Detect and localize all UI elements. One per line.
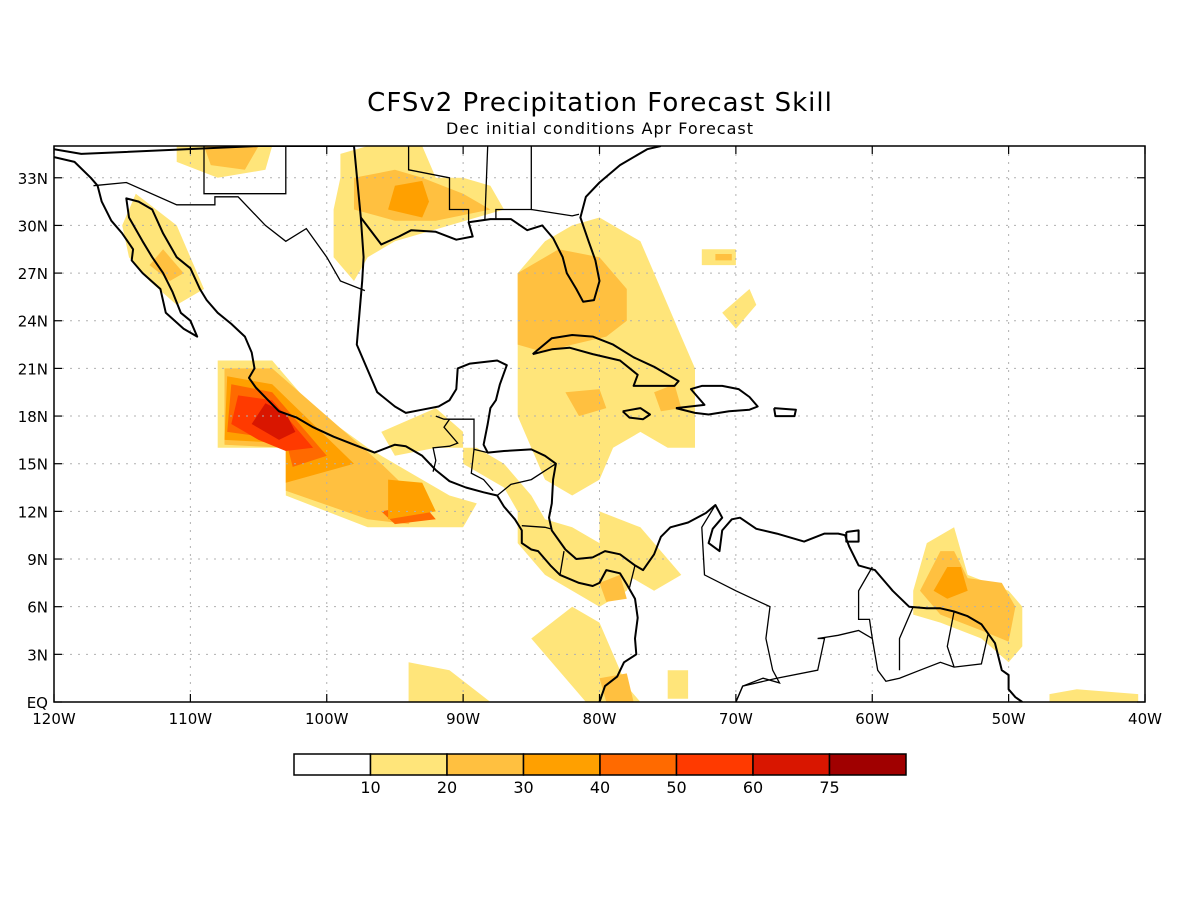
lat-tick-label-33N: 33N bbox=[18, 170, 48, 188]
border-us-state-lines-5 bbox=[531, 208, 580, 217]
skill-region-central-america-level-2 bbox=[599, 574, 627, 602]
island-trinidad bbox=[845, 529, 860, 543]
lon-tick-label-60W: 60W bbox=[855, 710, 889, 728]
colorbar-swatch-2 bbox=[446, 753, 525, 776]
colorbar-label-50: 50 bbox=[666, 778, 686, 797]
chart-title: CFSv2 Precipitation Forecast Skill bbox=[367, 88, 833, 118]
lon-tick-label-80W: 80W bbox=[583, 710, 617, 728]
lat-tick-label-21N: 21N bbox=[18, 360, 48, 378]
skill-region-central-america-level-1 bbox=[599, 511, 682, 591]
border-guatemala-belize bbox=[435, 415, 488, 454]
island-cuba bbox=[532, 334, 680, 387]
skill-region-guiana-coast bbox=[913, 527, 1023, 663]
border-layer bbox=[93, 146, 989, 702]
skill-region-central-america bbox=[381, 408, 682, 607]
lon-tick-label-50W: 50W bbox=[992, 710, 1026, 728]
skill-region-colombia-pacific-level-1 bbox=[599, 673, 634, 702]
colorbar: 10 20 30 40 50 60 75 bbox=[293, 753, 907, 797]
skill-region-pacific-south-level-0 bbox=[408, 662, 491, 702]
lon-tick-label-40W: 40W bbox=[1128, 710, 1162, 728]
coastline-gulf-coast-north bbox=[54, 146, 1023, 702]
chart-subtitle: Dec initial conditions Apr Forecast bbox=[446, 119, 754, 138]
lat-tick-label-27N: 27N bbox=[18, 265, 48, 283]
lat-tick-label-18N: 18N bbox=[18, 408, 48, 426]
skill-region-gulf-coast-us-level-2 bbox=[388, 180, 429, 218]
border-venezuela-brazil bbox=[817, 629, 873, 640]
island-puerto-rico bbox=[773, 407, 797, 418]
border-us-state-lines bbox=[203, 146, 287, 195]
colorbar-swatch-4 bbox=[599, 753, 678, 776]
border-costa-rica-panama bbox=[559, 550, 565, 576]
border-guyana-suriname bbox=[898, 606, 914, 671]
colorbar-swatch-5 bbox=[675, 753, 754, 776]
border-suriname-guiana bbox=[946, 611, 955, 668]
colorbar-swatch-1 bbox=[369, 753, 448, 776]
colorbar-swatch-7 bbox=[828, 753, 907, 776]
lon-tick-label-90W: 90W bbox=[446, 710, 480, 728]
skill-region-us-southwest-level-1 bbox=[204, 146, 259, 170]
colorbar-label-30: 30 bbox=[513, 778, 533, 797]
lat-tick-label-30N: 30N bbox=[18, 217, 48, 235]
lon-tick-label-100W: 100W bbox=[305, 710, 349, 728]
colorbar-label-60: 60 bbox=[743, 778, 763, 797]
lat-tick-label-24N: 24N bbox=[18, 313, 48, 331]
skill-region-pacific-south bbox=[408, 662, 689, 702]
skill-region-pacific-south-level-1 bbox=[667, 670, 689, 699]
border-us-state-lines-3 bbox=[484, 146, 489, 220]
axis-ticks: 120W 110W 100W 90W 80W 70W 60W 50W 40W EQ 3N 6N 9N 12… bbox=[18, 146, 1162, 728]
gridlines bbox=[54, 146, 1145, 702]
lat-tick-label-12N: 12N bbox=[18, 503, 48, 521]
skill-region-florida-bahamas-level-3 bbox=[654, 384, 682, 412]
border-panama-colombia bbox=[628, 565, 636, 588]
colorbar-swatch-6 bbox=[752, 753, 831, 776]
island-hispaniola bbox=[675, 384, 759, 416]
lat-tick-label-15N: 15N bbox=[18, 456, 48, 474]
lat-tick-label-6N: 6N bbox=[27, 599, 48, 617]
border-us-mexico-border bbox=[93, 181, 366, 292]
skill-region-baja-california-level-0 bbox=[122, 193, 204, 305]
lat-tick-label-EQ: EQ bbox=[27, 694, 48, 712]
border-honduras-nicaragua bbox=[496, 463, 557, 497]
skill-region-bahamas-east-level-0 bbox=[722, 289, 757, 329]
colorbar-label-40: 40 bbox=[590, 778, 610, 797]
border-brazil-colombia bbox=[735, 637, 826, 702]
coastline-gulf-coast-us-florida bbox=[360, 146, 662, 303]
lat-tick-label-3N: 3N bbox=[27, 646, 48, 664]
lon-tick-label-110W: 110W bbox=[169, 710, 213, 728]
skill-region-bahamas-east bbox=[701, 249, 757, 329]
skill-region-gulf-coast-us bbox=[333, 146, 504, 281]
island-jamaica bbox=[622, 407, 651, 421]
lat-tick-label-9N: 9N bbox=[27, 551, 48, 569]
colorbar-swatch-0 bbox=[293, 753, 372, 776]
skill-region-colombia-pacific bbox=[531, 606, 641, 702]
map-area bbox=[54, 146, 1145, 702]
skill-region-atlantic-equatorial bbox=[1049, 689, 1139, 702]
border-colombia-venezuela bbox=[701, 504, 781, 702]
colorbar-label-75: 75 bbox=[819, 778, 839, 797]
skill-region-guiana-coast-level-2 bbox=[933, 567, 968, 599]
lon-tick-label-70W: 70W bbox=[719, 710, 753, 728]
colorbar-swatch-3 bbox=[522, 753, 601, 776]
skill-region-atlantic-equatorial-level-0 bbox=[1049, 689, 1139, 702]
skill-region-central-america-level-0 bbox=[381, 408, 641, 607]
border-us-state-lines-2 bbox=[407, 146, 470, 223]
skill-region-bahamas-east-level-2 bbox=[715, 254, 732, 261]
colorbar-label-20: 20 bbox=[437, 778, 457, 797]
border-guatemala-mexico bbox=[432, 418, 459, 472]
lon-tick-label-120W: 120W bbox=[32, 710, 76, 728]
coastline-north-america-pacific-coast bbox=[54, 156, 639, 702]
border-nicaragua-costa-rica bbox=[521, 525, 551, 530]
coastline-layer bbox=[54, 146, 1023, 702]
skill-region-mexico-pacific-coast-level-7 bbox=[388, 479, 436, 520]
border-central-american-borders bbox=[470, 449, 494, 492]
border-us-state-lines-4 bbox=[495, 146, 532, 220]
skill-region-us-southwest bbox=[176, 146, 273, 178]
skill-region-florida-bahamas-level-2 bbox=[565, 389, 607, 417]
colorbar-label-10: 10 bbox=[360, 778, 380, 797]
